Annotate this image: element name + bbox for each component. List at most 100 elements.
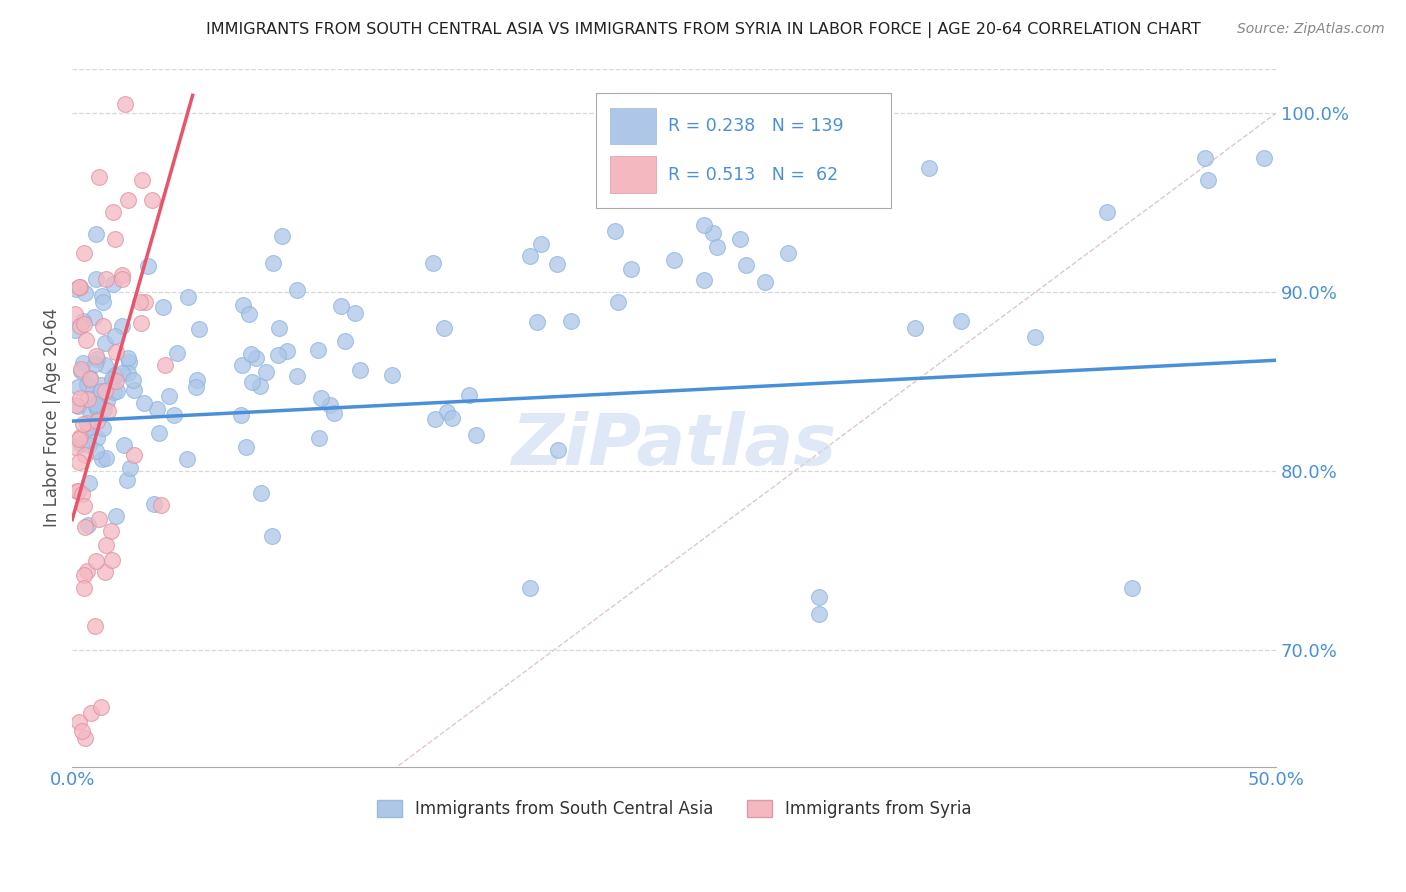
Point	[129, 295, 152, 310]
Point	[245, 351, 267, 365]
Text: IMMIGRANTS FROM SOUTH CENTRAL ASIA VS IMMIGRANTS FROM SYRIA IN LABOR FORCE | AGE: IMMIGRANTS FROM SOUTH CENTRAL ASIA VS IM…	[205, 22, 1201, 38]
Text: Source: ZipAtlas.com: Source: ZipAtlas.com	[1237, 22, 1385, 37]
Point	[66, 380, 89, 394]
Point	[83, 619, 105, 633]
Point	[90, 700, 112, 714]
Point	[101, 371, 124, 385]
Point	[69, 280, 91, 294]
Point	[96, 538, 118, 552]
Point	[1121, 581, 1143, 595]
Point	[94, 272, 117, 286]
Point	[238, 307, 260, 321]
Point	[94, 335, 117, 350]
Point	[267, 348, 290, 362]
Point	[163, 408, 186, 422]
Point	[90, 451, 112, 466]
Point	[132, 396, 155, 410]
Point	[72, 417, 94, 432]
Point	[66, 399, 89, 413]
Point	[186, 380, 208, 394]
Text: R = 0.238   N = 139: R = 0.238 N = 139	[668, 117, 844, 135]
Point	[560, 314, 582, 328]
Point	[76, 417, 98, 431]
Point	[308, 431, 330, 445]
Point	[276, 344, 298, 359]
Point	[101, 205, 124, 219]
Point	[457, 388, 479, 402]
Point	[754, 276, 776, 290]
Point	[249, 379, 271, 393]
Point	[778, 245, 800, 260]
Point	[129, 316, 152, 330]
Point	[319, 398, 342, 412]
Point	[87, 170, 110, 185]
Point	[70, 487, 93, 501]
Point	[73, 731, 96, 745]
Point	[111, 318, 134, 333]
Point	[83, 310, 105, 325]
Point	[77, 438, 100, 452]
Point	[84, 349, 107, 363]
Point	[260, 529, 283, 543]
Point	[104, 508, 127, 523]
Point	[120, 461, 142, 475]
Legend: Immigrants from South Central Asia, Immigrants from Syria: Immigrants from South Central Asia, Immi…	[370, 793, 979, 824]
Point	[1097, 204, 1119, 219]
Point	[91, 289, 114, 303]
Point	[240, 375, 263, 389]
Bar	[610, 156, 657, 193]
Point	[329, 299, 352, 313]
Point	[141, 193, 163, 207]
Point	[270, 228, 292, 243]
Point	[103, 373, 125, 387]
Point	[186, 373, 208, 387]
Point	[96, 451, 118, 466]
Point	[148, 425, 170, 440]
Point	[111, 272, 134, 286]
Point	[702, 226, 724, 240]
Point	[433, 321, 456, 335]
Point	[530, 236, 553, 251]
Point	[620, 262, 643, 277]
Point	[118, 355, 141, 369]
Point	[117, 351, 139, 365]
Point	[735, 259, 758, 273]
Point	[70, 362, 93, 376]
Point	[176, 451, 198, 466]
Point	[143, 497, 166, 511]
Point	[76, 564, 98, 578]
Point	[73, 581, 96, 595]
Point	[117, 193, 139, 207]
Point	[1253, 151, 1275, 165]
Point	[436, 405, 458, 419]
Point	[1194, 151, 1216, 165]
Point	[547, 442, 569, 457]
Point	[73, 499, 96, 513]
Point	[344, 306, 367, 320]
Point	[73, 285, 96, 300]
Point	[349, 362, 371, 376]
Point	[807, 607, 830, 622]
Point	[1197, 173, 1219, 187]
Point	[122, 448, 145, 462]
Point	[77, 518, 100, 533]
Point	[73, 567, 96, 582]
Point	[86, 399, 108, 413]
Point	[73, 317, 96, 331]
Point	[84, 272, 107, 286]
Point	[65, 282, 87, 296]
Point	[232, 298, 254, 312]
Point	[86, 414, 108, 428]
Point	[309, 391, 332, 405]
Point	[606, 294, 628, 309]
Point	[111, 366, 134, 380]
Point	[157, 389, 180, 403]
Point	[166, 346, 188, 360]
Point	[63, 440, 86, 454]
Point	[75, 334, 97, 348]
Point	[79, 371, 101, 385]
Point	[90, 377, 112, 392]
Point	[67, 455, 90, 469]
Point	[73, 449, 96, 463]
Point	[134, 295, 156, 310]
